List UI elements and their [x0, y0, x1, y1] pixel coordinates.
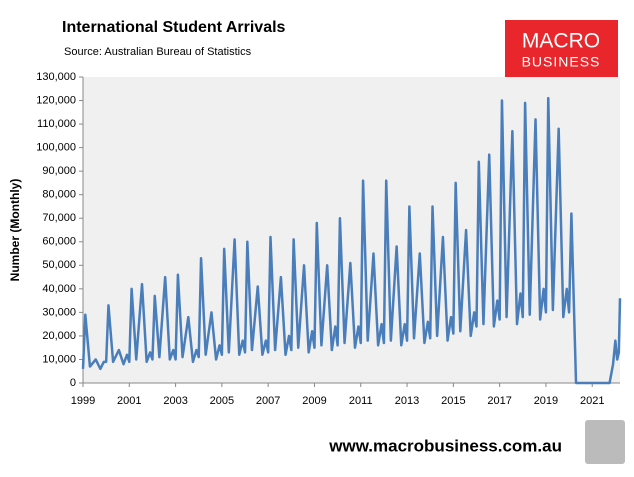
x-tick-label: 2021 [580, 395, 604, 407]
x-tick-label: 2015 [441, 395, 465, 407]
data-line [81, 96, 622, 385]
y-tick-label: 0 [70, 377, 76, 389]
y-tick-label: 40,000 [42, 283, 76, 295]
y-tick-label: 110,000 [37, 118, 76, 130]
chart-subtitle: Source: Australian Bureau of Statistics [64, 46, 252, 58]
x-tick-label: 2005 [210, 395, 234, 407]
chart-title: International Student Arrivals [62, 19, 286, 36]
x-tick-label: 2013 [395, 395, 419, 407]
logo-text: BUSINESS [522, 54, 601, 70]
x-tick-label: 2001 [117, 395, 141, 407]
y-tick-label: 20,000 [42, 330, 76, 342]
y-tick-label: 10,000 [42, 353, 76, 365]
x-tick-label: 2009 [302, 395, 326, 407]
x-tick-label: 2007 [256, 395, 280, 407]
y-tick-label: 90,000 [42, 165, 76, 177]
footer: www.macrobusiness.com.au [328, 436, 562, 455]
x-tick-label: 2017 [487, 395, 511, 407]
logo-text: MACRO [522, 30, 600, 53]
y-tick-label: 30,000 [42, 306, 76, 318]
y-tick-label: 50,000 [42, 259, 76, 271]
logo-icon [585, 420, 625, 464]
y-tick-label: 120,000 [36, 94, 76, 106]
x-tick-label: 2011 [349, 395, 373, 407]
y-tick-label: 100,000 [36, 142, 76, 154]
plot-background [83, 77, 620, 383]
y-tick-label: 70,000 [42, 212, 76, 224]
y-tick-label: 80,000 [42, 189, 76, 201]
y-tick-label: 60,000 [42, 236, 76, 248]
logo-box [505, 20, 618, 78]
x-tick-label: 2003 [163, 395, 187, 407]
x-tick-label: 2019 [534, 395, 558, 407]
x-tick-label: 1999 [71, 395, 95, 407]
y-tick-label: 130,000 [36, 71, 76, 83]
y-axis-label: Number (Monthly) [8, 179, 22, 282]
